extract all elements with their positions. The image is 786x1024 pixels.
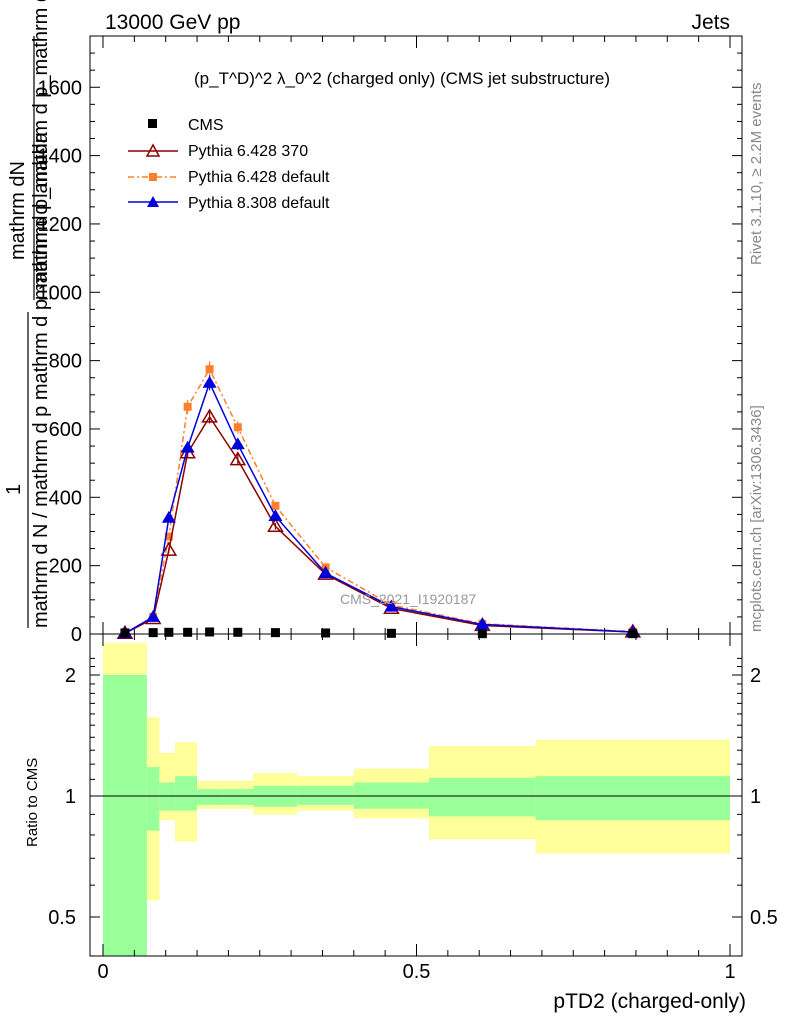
data-point	[233, 627, 243, 637]
header-left: 13000 GeV pp	[105, 11, 240, 34]
main-ytick-label: 1400	[38, 146, 83, 168]
main-ytick-label: 1200	[38, 214, 83, 236]
ratio-ytick-label: 0.5	[48, 907, 76, 929]
ratio-axis-ticks: 0.5 0.5 1 1 2 2 0 0.5 1	[48, 634, 778, 983]
data-point	[233, 423, 242, 432]
ratio-band-inner	[297, 785, 354, 805]
legend-py8-marker	[147, 196, 159, 207]
data-point	[164, 532, 173, 541]
main-ytick-label: 1000	[38, 282, 83, 304]
ratio-band-inner	[429, 777, 536, 817]
legend-py6-370-marker	[145, 143, 161, 157]
header-right: Jets	[691, 11, 730, 34]
data-point	[201, 408, 218, 423]
data-point	[318, 566, 333, 579]
ratio-xtick-label: 0	[97, 961, 108, 983]
data-point	[267, 517, 284, 533]
ylabel-prefix-bottom: mathrm d N / mathrm d p mathrm d p_mathr…	[30, 131, 52, 628]
legend-py6-default-marker	[149, 173, 157, 181]
data-point	[161, 510, 176, 523]
main-ytick-label: 0	[71, 624, 82, 646]
ratio-band-inner	[222, 789, 254, 805]
data-point	[229, 451, 247, 466]
data-point	[164, 627, 174, 637]
ratio-band-inner	[159, 782, 176, 811]
x-axis-label: pTD2 (charged-only)	[553, 990, 746, 1013]
ratio-ytick-label-right: 0.5	[750, 907, 778, 929]
main-ytick-label: 800	[49, 351, 82, 373]
data-point	[270, 628, 280, 638]
ratio-band-inner	[535, 776, 730, 821]
ratio-bands	[103, 643, 730, 956]
data-point	[475, 617, 490, 630]
legend-py6-370-label: Pythia 6.428 370	[188, 143, 308, 160]
ratio-xtick-label: 1	[724, 961, 735, 983]
ratio-band-inner	[175, 776, 198, 811]
data-point	[386, 628, 396, 638]
series-3	[117, 375, 640, 639]
data-point	[384, 599, 399, 612]
data-point	[205, 365, 214, 374]
main-ytick-label: 1600	[38, 77, 83, 99]
ratio-band-inner	[146, 767, 160, 831]
data-point	[271, 501, 280, 510]
data-point	[180, 440, 195, 453]
data-point	[160, 541, 178, 556]
legend-cms-label: CMS	[188, 117, 224, 134]
data-point	[205, 627, 215, 637]
ylabel-prefix-top: 1	[3, 484, 25, 495]
data-point	[146, 609, 161, 622]
legend-py8-label: Pythia 8.308 default	[188, 195, 330, 212]
data-point	[183, 627, 193, 637]
ratio-ylabel: Ratio to CMS	[24, 758, 41, 847]
data-point	[202, 375, 217, 388]
data-point	[268, 509, 283, 522]
mcplots-label: mcplots.cern.ch [arXiv:1306.3436]	[748, 405, 765, 632]
ratio-ytick-label-right: 2	[750, 665, 761, 687]
rivet-label: Rivet 3.1.10, ≥ 2.2M events	[748, 83, 765, 266]
data-point	[230, 437, 245, 450]
ratio-ytick-label: 2	[65, 665, 76, 687]
legend-cms-marker	[148, 119, 157, 128]
ratio-band-inner	[197, 789, 223, 805]
ratio-xtick-label: 0.5	[403, 961, 431, 983]
legend-py6-default-label: Pythia 6.428 default	[188, 169, 330, 186]
main-axis-ticks: 0 200 400 600 800 1000 1200 1400 1600	[38, 36, 742, 646]
main-ylabel: mathrm dN mathrm d p_mathrm d p_mathrm d…	[3, 0, 52, 628]
main-ytick-label: 400	[49, 487, 82, 509]
data-point	[148, 628, 158, 638]
analysis-watermark: CMS_2021_I1920187	[340, 591, 476, 607]
ratio-band-inner	[103, 675, 147, 956]
data-point	[321, 628, 331, 638]
legend: CMS Pythia 6.428 370 Pythia 6.428 defaul…	[128, 117, 330, 212]
ylabel-bottom-fraction: mathrm d p_mathrm d p_mathrm d lambda	[30, 0, 52, 300]
main-series	[116, 361, 642, 639]
ratio-ytick-label-right: 1	[750, 786, 761, 808]
ratio-ytick-label: 1	[65, 786, 76, 808]
legend-title: (p_T^D)^2 λ_0^2 (charged only) (CMS jet …	[194, 69, 610, 88]
main-ytick-label: 200	[49, 556, 82, 578]
data-point	[120, 628, 130, 638]
main-ytick-label: 600	[49, 419, 82, 441]
ylabel-top-fraction: mathrm dN	[7, 161, 29, 260]
data-point	[183, 402, 192, 411]
